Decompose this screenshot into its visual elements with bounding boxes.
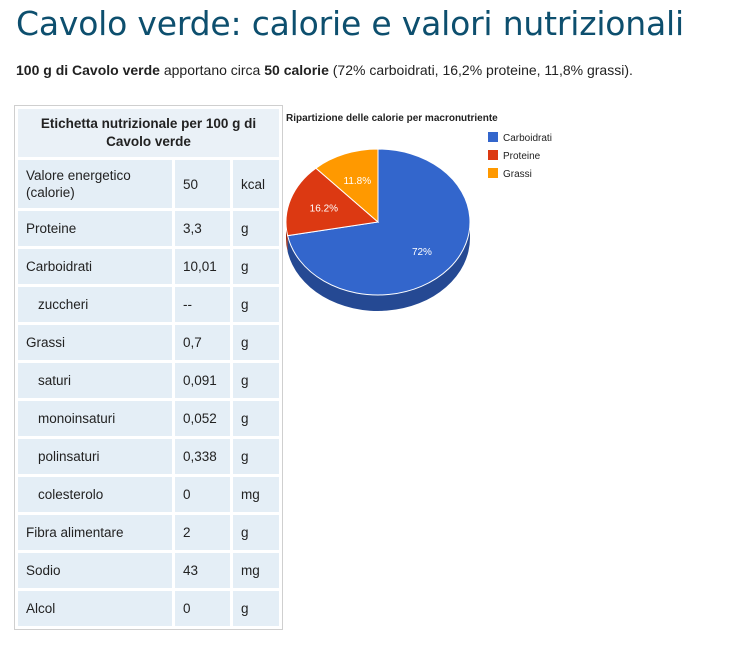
nutrient-value: --: [175, 287, 230, 322]
intro-text: 100 g di Cavolo verde apportano circa 50…: [16, 62, 633, 78]
table-row: Fibra alimentare 2 g: [18, 515, 279, 550]
pie-slice-grassi: [315, 148, 379, 224]
pie-slices: [285, 148, 471, 296]
nutrient-name: Sodio: [18, 553, 172, 588]
table-row: Alcol 0 g: [18, 591, 279, 626]
nutrient-unit: g: [233, 211, 279, 246]
pie-chart-svg: Ripartizione delle calorie per macronutr…: [285, 113, 552, 312]
nutrient-unit: g: [233, 249, 279, 284]
intro-text-1: apportano circa: [159, 62, 265, 78]
table-row: monoinsaturi 0,052 g: [18, 401, 279, 436]
table-row: Sodio 43 mg: [18, 553, 279, 588]
chart-legend: Carboidrati Proteine Grassi: [488, 132, 552, 180]
legend-label-carboidrati: Carboidrati: [503, 133, 552, 144]
macronutrient-pie-chart: Ripartizione delle calorie per macronutr…: [280, 106, 580, 346]
table-row: Grassi 0,7 g: [18, 325, 279, 360]
nutrient-unit: g: [233, 515, 279, 550]
intro-amount: 100 g di Cavolo verde: [16, 62, 160, 78]
pie-slice-carboidrati: [287, 148, 471, 296]
legend-swatch-grassi: [488, 168, 498, 178]
nutrient-unit: g: [233, 325, 279, 360]
table-header-row: Etichetta nutrizionale per 100 g di Cavo…: [18, 109, 279, 157]
nutrient-value: 2: [175, 515, 230, 550]
nutrient-name: Proteine: [18, 211, 172, 246]
nutrient-value: 0: [175, 591, 230, 626]
nutrient-unit: g: [233, 439, 279, 474]
intro-calories: 50 calorie: [264, 62, 329, 78]
nutrient-value: 50: [175, 160, 230, 208]
pie-slice-proteine: [285, 167, 380, 237]
legend-label-grassi: Grassi: [503, 169, 532, 180]
nutrition-table: Etichetta nutrizionale per 100 g di Cavo…: [14, 105, 283, 630]
nutrient-name: monoinsaturi: [18, 401, 172, 436]
nutrient-name: Alcol: [18, 591, 172, 626]
nutrient-unit: mg: [233, 477, 279, 512]
nutrient-name: colesterolo: [18, 477, 172, 512]
nutrient-value: 10,01: [175, 249, 230, 284]
pie-side-carboidrati: [287, 222, 470, 312]
pie-label-grassi: 11.8%: [344, 176, 372, 187]
nutrient-name: Grassi: [18, 325, 172, 360]
nutrient-value: 0: [175, 477, 230, 512]
nutrient-name: saturi: [18, 363, 172, 398]
table-row: colesterolo 0 mg: [18, 477, 279, 512]
nutrient-value: 0,091: [175, 363, 230, 398]
table-row: Proteine 3,3 g: [18, 211, 279, 246]
pie-label-proteine: 16.2%: [310, 204, 338, 215]
table-row: zuccheri -- g: [18, 287, 279, 322]
nutrient-unit: kcal: [233, 160, 279, 208]
table-row: Valore energetico (calorie) 50 kcal: [18, 160, 279, 208]
nutrient-name: zuccheri: [18, 287, 172, 322]
legend-label-proteine: Proteine: [503, 151, 541, 162]
table-row: Carboidrati 10,01 g: [18, 249, 279, 284]
table-row: polinsaturi 0,338 g: [18, 439, 279, 474]
nutrient-value: 0,7: [175, 325, 230, 360]
legend-swatch-carboidrati: [488, 132, 498, 142]
table-row: saturi 0,091 g: [18, 363, 279, 398]
table-header: Etichetta nutrizionale per 100 g di Cavo…: [18, 109, 279, 157]
nutrient-name: Fibra alimentare: [18, 515, 172, 550]
pie-label-carboidrati: 72%: [412, 247, 432, 258]
nutrient-name: Valore energetico (calorie): [18, 160, 172, 208]
nutrient-value: 43: [175, 553, 230, 588]
nutrient-value: 0,052: [175, 401, 230, 436]
nutrient-unit: mg: [233, 553, 279, 588]
chart-title: Ripartizione delle calorie per macronutr…: [286, 113, 498, 124]
nutrient-unit: g: [233, 287, 279, 322]
page-title: Cavolo verde: calorie e valori nutrizion…: [16, 4, 684, 43]
nutrient-name: polinsaturi: [18, 439, 172, 474]
legend-swatch-proteine: [488, 150, 498, 160]
pie-data-labels: 72% 16.2% 11.8%: [310, 176, 432, 258]
nutrient-unit: g: [233, 401, 279, 436]
nutrient-unit: g: [233, 363, 279, 398]
nutrient-value: 0,338: [175, 439, 230, 474]
intro-text-2: (72% carboidrati, 16,2% proteine, 11,8% …: [328, 62, 633, 78]
nutrient-value: 3,3: [175, 211, 230, 246]
nutrient-name: Carboidrati: [18, 249, 172, 284]
nutrient-unit: g: [233, 591, 279, 626]
